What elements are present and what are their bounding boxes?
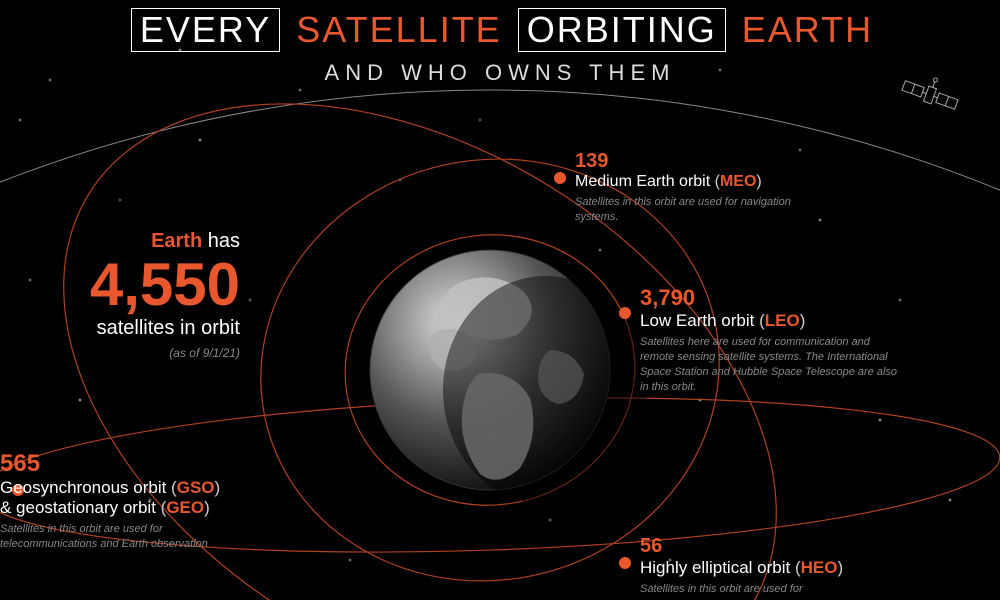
orbit-count-leo: 3,790 [640,285,900,311]
subtitle: AND WHO OWNS THEM [0,60,1000,86]
title-word-2: SATELLITE [296,9,501,50]
orbit-name-gso-1: Geosynchronous orbit (GSO) [0,478,260,498]
orbit-desc-leo: Satellites here are used for communicati… [640,335,900,394]
callout-dot-heo [619,557,631,569]
summary-asof: (as of 9/1/21) [0,346,240,360]
orbit-label-heo: 56Highly elliptical orbit (HEO) Satellite… [640,535,843,597]
orbit-desc-meo: Satellites in this orbit are used for na… [575,195,835,225]
orbit-count-meo: 139 [575,150,835,173]
orbit-count-heo: 56 [640,535,843,558]
summary-count: 4,550 [0,255,240,315]
orbit-label-leo: 3,790Low Earth orbit (LEO) Satellites her… [640,285,900,394]
main-title: EVERY SATELLITE ORBITING EARTH [0,8,1000,52]
orbit-desc-heo: Satellites in this orbit are used for [640,582,843,597]
callout-dot-leo [619,307,631,319]
orbit-name-heo: Highly elliptical orbit (HEO) [640,558,843,578]
callout-dot-meo [554,172,566,184]
summary-suffix: satellites in orbit [0,317,240,340]
summary-earth-word: Earth [151,230,202,252]
summary-block: Earth has 4,550 satellites in orbit (as … [0,230,240,360]
orbit-name-meo: Medium Earth orbit (MEO) [575,173,835,191]
orbit-count-gso: 565 [0,450,260,478]
orbit-name-gso-2: & geostationary orbit (GEO) [0,498,260,518]
earth-shadow [443,276,647,504]
summary-line-1: Earth has [0,230,240,253]
orbit-label-gso: 565Geosynchronous orbit (GSO)& geostatio… [0,450,260,552]
orbit-name-leo: Low Earth orbit (LEO) [640,311,900,331]
orbit-desc-gso: Satellites in this orbit are used for te… [0,522,260,552]
title-word-3: ORBITING [518,8,726,52]
summary-has-word: has [202,230,240,252]
title-word-4: EARTH [742,9,873,50]
orbit-label-meo: 139Medium Earth orbit (MEO) Satellites in… [575,150,835,225]
title-word-1: EVERY [131,8,280,52]
